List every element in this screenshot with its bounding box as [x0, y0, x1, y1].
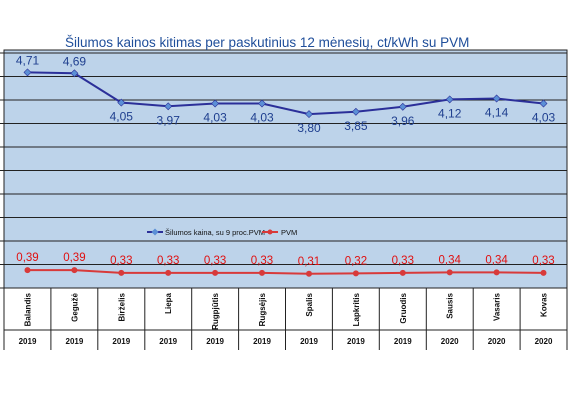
x-year-label: 2019 — [347, 337, 365, 346]
plot-area — [4, 50, 567, 288]
data-point — [493, 269, 500, 276]
x-tick-label: Spalis — [305, 292, 314, 316]
data-label: 0,33 — [251, 255, 273, 267]
data-point — [71, 267, 78, 274]
data-point — [352, 270, 359, 277]
chart-title: Šilumos kainos kitimas per paskutinius 1… — [65, 35, 469, 50]
data-point — [23, 68, 32, 77]
data-label: 0,33 — [392, 255, 414, 267]
legend-label: Šilumos kaina, su 9 proc.PVM — [165, 228, 265, 237]
x-year-label: 2019 — [112, 337, 130, 346]
x-tick-label: Lapkritis — [352, 292, 361, 326]
data-label: 4,14 — [485, 106, 509, 120]
data-point — [399, 269, 406, 276]
x-year-label: 2019 — [394, 337, 412, 346]
data-label: 3,80 — [297, 121, 321, 135]
series-line — [27, 269, 544, 275]
data-label: 0,33 — [157, 255, 179, 267]
x-tick-label: Liepa — [164, 292, 173, 313]
data-label: 4,12 — [438, 106, 462, 120]
x-year-label: 2020 — [535, 337, 553, 346]
series-line — [27, 71, 544, 116]
data-point — [211, 99, 220, 108]
data-point — [305, 110, 313, 119]
x-tick-label: Gruodis — [399, 292, 408, 323]
data-label: 4,03 — [250, 111, 274, 125]
data-point — [70, 69, 79, 78]
x-year-label: 2020 — [441, 337, 459, 346]
legend-label: PVM — [281, 228, 297, 237]
data-point — [24, 267, 31, 274]
data-point — [117, 98, 126, 107]
x-year-label: 2019 — [66, 337, 84, 346]
data-label: 0,39 — [16, 252, 38, 264]
data-label: 0,33 — [110, 255, 132, 267]
data-label: 3,96 — [391, 114, 415, 128]
data-point — [539, 99, 548, 108]
data-label: 4,69 — [63, 54, 87, 68]
legend-swatch-marker — [267, 229, 273, 235]
x-tick-label: Sausis — [446, 292, 455, 318]
data-label: 4,03 — [203, 111, 227, 125]
data-point — [164, 102, 173, 111]
data-label: 0,39 — [63, 252, 85, 264]
data-label: 0,33 — [532, 255, 554, 267]
data-label: 0,33 — [204, 255, 226, 267]
data-label: 0,34 — [439, 254, 462, 266]
data-point — [492, 94, 501, 103]
data-label: 0,32 — [345, 255, 367, 267]
data-point — [165, 269, 172, 276]
x-year-label: 2019 — [19, 337, 37, 346]
x-year-label: 2019 — [253, 337, 271, 346]
data-label: 4,71 — [16, 53, 40, 67]
x-tick-label: Vasaris — [493, 292, 502, 321]
legend-swatch-marker — [151, 228, 159, 236]
data-point — [212, 269, 219, 276]
data-point — [398, 102, 407, 111]
x-tick-label: Rugpjūtis — [211, 292, 220, 329]
x-tick-label: Rugsėjis — [258, 292, 267, 326]
data-point — [351, 107, 360, 116]
x-year-label: 2019 — [300, 337, 318, 346]
x-year-label: 2019 — [159, 337, 177, 346]
data-label: 4,05 — [110, 110, 134, 124]
data-point — [259, 269, 265, 276]
x-year-label: 2019 — [206, 337, 224, 346]
data-label: 0,34 — [485, 254, 508, 266]
data-point — [306, 270, 312, 277]
x-tick-label: Balandis — [24, 292, 33, 326]
data-point — [118, 269, 125, 276]
data-point — [258, 99, 266, 108]
data-label: 3,85 — [344, 119, 368, 133]
data-label: 3,97 — [157, 113, 181, 127]
data-point — [446, 269, 453, 276]
data-label: 0,31 — [298, 256, 320, 268]
data-point — [540, 269, 547, 276]
data-label: 4,03 — [532, 111, 556, 125]
x-tick-label: Kovas — [540, 292, 549, 317]
x-tick-label: Birželis — [117, 292, 126, 321]
data-point — [445, 95, 454, 104]
x-tick-label: Gegužė — [70, 292, 79, 321]
x-year-label: 2020 — [488, 337, 506, 346]
